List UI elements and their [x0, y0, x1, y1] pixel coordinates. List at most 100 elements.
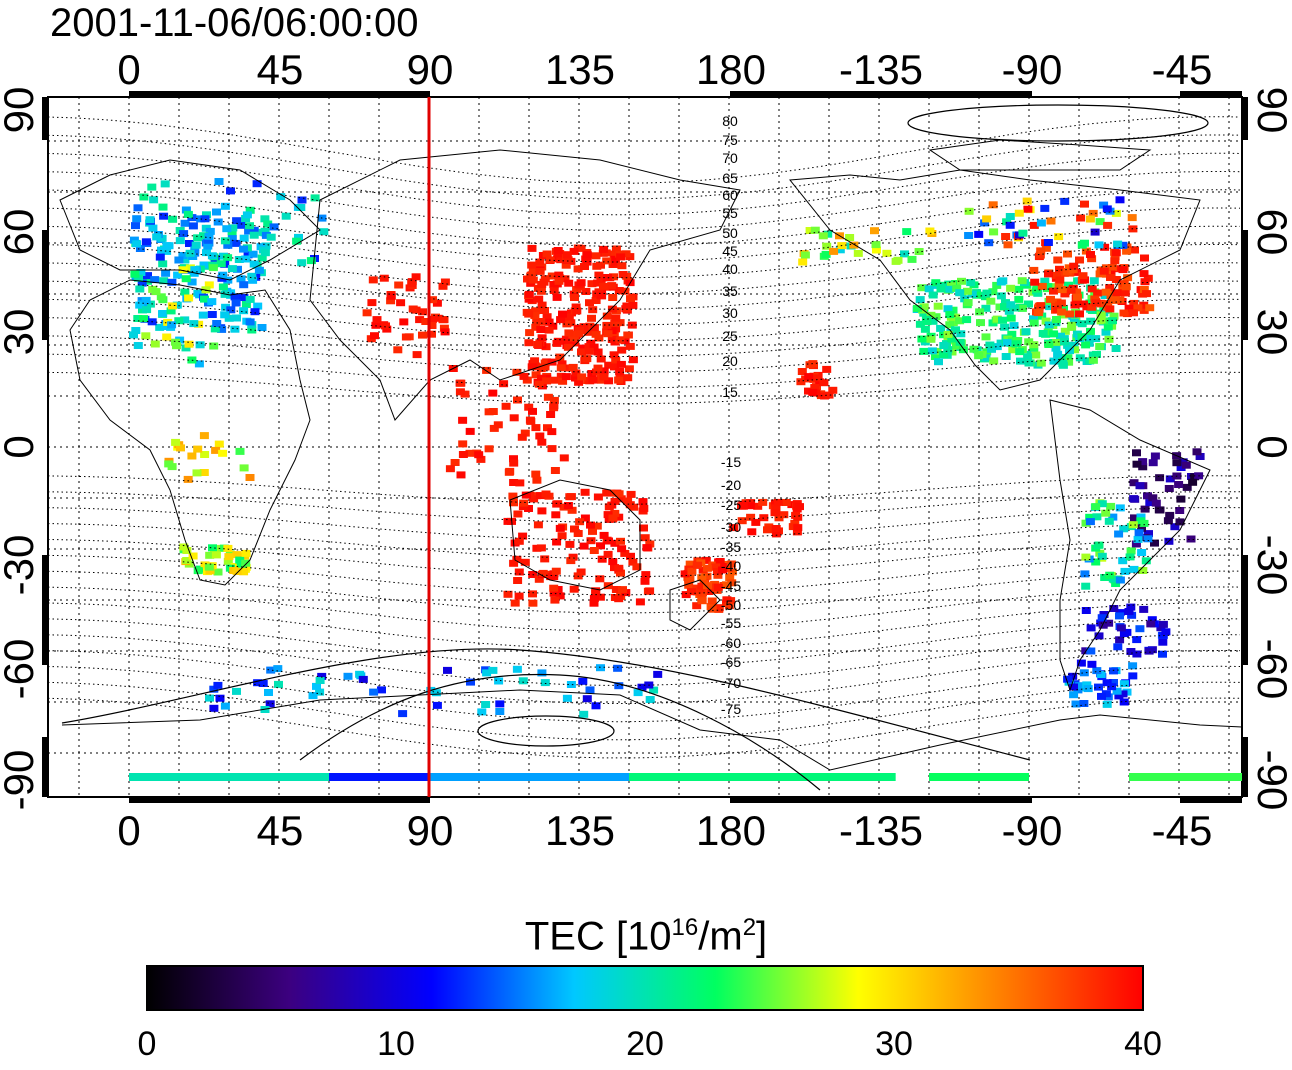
tec-cell	[610, 509, 620, 517]
tec-cell	[588, 527, 597, 535]
tec-cell	[1139, 519, 1149, 527]
tec-cell	[575, 518, 585, 526]
contour-label-north: 20	[722, 353, 738, 369]
tec-cell	[593, 364, 603, 372]
tec-cell	[632, 563, 642, 571]
tec-cell	[922, 318, 932, 326]
tec-cell	[1085, 215, 1095, 223]
tec-cell	[1069, 683, 1078, 691]
tec-cell	[615, 319, 625, 327]
tec-cell	[167, 302, 177, 310]
tec-cell	[615, 368, 625, 375]
tec-cell	[484, 445, 494, 453]
tec-cell	[564, 329, 574, 337]
tec-cell	[1127, 611, 1137, 619]
tec-cell	[181, 275, 191, 283]
tec-cell	[599, 373, 609, 381]
tec-cell	[642, 544, 652, 552]
tec-cell	[1081, 582, 1091, 590]
tec-cell	[1096, 317, 1106, 325]
tec-cell	[1046, 217, 1056, 225]
tec-cell	[1003, 241, 1013, 249]
tec-cell	[386, 292, 396, 300]
lon-tick-label-bottom: 90	[407, 807, 454, 854]
tec-cell	[239, 234, 249, 242]
tec-cell	[203, 242, 213, 250]
tec-cell	[596, 542, 605, 550]
tec-cell	[1148, 494, 1158, 502]
lat-tick-label-left: 60	[0, 209, 42, 256]
tec-cell	[524, 310, 534, 318]
tec-cell	[362, 309, 372, 317]
tec-cell	[712, 567, 722, 575]
tec-cell	[611, 357, 621, 364]
tec-cell	[164, 460, 174, 468]
tec-cell	[1051, 271, 1061, 279]
tec-cell	[1092, 513, 1102, 521]
tec-cell	[939, 351, 949, 358]
tec-cell	[582, 695, 592, 703]
tec-cell	[1123, 274, 1133, 282]
tec-cell	[1036, 247, 1046, 255]
tec-cell	[610, 338, 620, 346]
tec-cell	[1062, 268, 1072, 275]
tec-cell	[614, 682, 624, 690]
tec-cell	[1108, 575, 1118, 583]
tec-cell	[718, 566, 728, 574]
tec-cell	[1110, 257, 1120, 265]
tec-cell	[566, 681, 576, 688]
tec-cell	[1079, 300, 1088, 308]
tec-cell	[514, 537, 524, 545]
tec-cell	[1029, 315, 1038, 323]
tec-cell	[1111, 249, 1121, 257]
tec-cell	[713, 571, 723, 579]
tec-cell	[1044, 341, 1054, 348]
tec-cell	[1132, 449, 1141, 457]
tec-cell	[715, 558, 725, 565]
contour-label-north: 70	[722, 150, 738, 166]
bottom-axis-bar	[1180, 797, 1242, 803]
tec-cell	[588, 306, 598, 314]
tec-cell	[1143, 535, 1153, 543]
tec-cell	[819, 379, 829, 387]
tec-cell	[914, 248, 924, 255]
tec-cell	[1129, 479, 1139, 487]
tec-cell	[1032, 285, 1042, 293]
tec-cell	[1070, 346, 1080, 354]
tec-cell	[1043, 239, 1053, 246]
contour-line	[47, 491, 1241, 523]
tec-cell	[932, 347, 942, 355]
tec-cell	[1147, 616, 1157, 624]
tec-cell	[1091, 503, 1101, 511]
tec-cell	[1084, 334, 1094, 342]
tec-cell	[141, 296, 151, 304]
tec-cell	[591, 330, 601, 338]
tec-cell	[609, 250, 619, 258]
tec-cell	[149, 196, 159, 204]
bottom-axis-bar	[730, 797, 1032, 803]
contour-line	[47, 650, 1241, 704]
tec-cell	[533, 341, 543, 348]
contour-label-south: -20	[721, 477, 741, 493]
tec-cell	[481, 701, 491, 708]
tec-cell	[1060, 338, 1069, 346]
tec-cell	[564, 313, 574, 321]
tec-cell	[537, 669, 547, 677]
tec-cell	[200, 215, 210, 223]
tec-cell	[982, 215, 992, 223]
lon-tick-label-bottom: 135	[545, 807, 615, 854]
tec-cell	[774, 514, 784, 522]
tec-cell	[713, 583, 723, 591]
tec-cell	[570, 525, 579, 533]
contour-label-north: 60	[722, 187, 738, 203]
tec-cell	[315, 688, 325, 696]
tec-cell	[1036, 302, 1046, 310]
tec-cell	[608, 558, 618, 566]
tec-cell	[544, 318, 554, 326]
tec-cell	[926, 335, 936, 343]
tec-cell	[358, 675, 368, 683]
tec-cell	[1130, 246, 1139, 254]
tec-cell	[1087, 303, 1097, 311]
contour-line	[47, 586, 1241, 632]
tec-cell	[641, 571, 651, 579]
